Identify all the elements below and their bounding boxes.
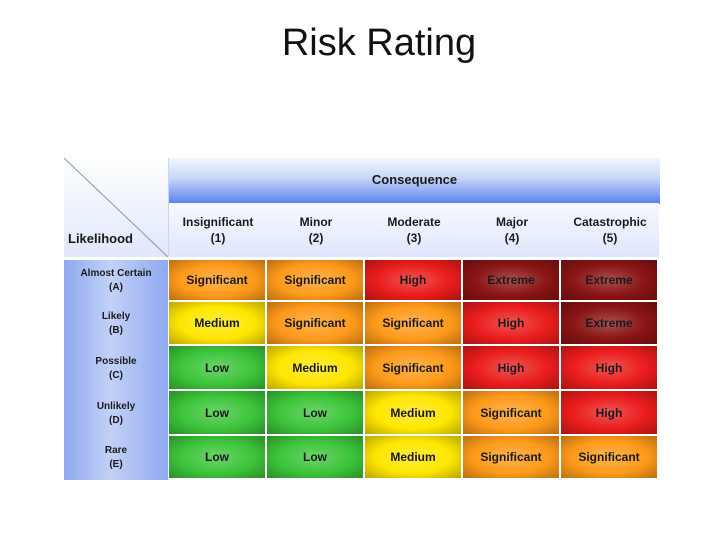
column-header-4: Major (4) (463, 203, 561, 257)
column-header-2: Minor (2) (267, 203, 365, 257)
risk-cell: Extreme (561, 260, 659, 302)
risk-cell: Low (267, 436, 365, 480)
column-name: Insignificant (182, 215, 254, 229)
risk-cell: Significant (267, 260, 365, 302)
row-code: (D) (109, 414, 123, 426)
risk-cell: Extreme (561, 302, 659, 346)
column-code: (1) (210, 231, 226, 245)
row-header-e: Rare (E) (64, 436, 168, 481)
column-name: Major (495, 215, 528, 229)
risk-cell: Significant (365, 302, 463, 346)
risk-cell: Significant (365, 346, 463, 391)
corner-diagonal (64, 158, 168, 257)
likelihood-label: Likelihood (68, 231, 133, 246)
page-title: Risk Rating (281, 22, 477, 64)
risk-cell: Significant (463, 391, 561, 436)
column-name: Catastrophic (573, 215, 647, 229)
row-name: Almost Certain (80, 268, 152, 279)
column-name: Minor (299, 215, 333, 229)
consequence-label: Consequence (371, 172, 458, 187)
column-code: (5) (602, 231, 618, 245)
column-name: Moderate (387, 215, 441, 229)
risk-cell: Medium (365, 436, 463, 480)
risk-cell: Significant (463, 436, 561, 480)
risk-cell: Low (267, 391, 365, 436)
risk-cell: Significant (561, 436, 659, 480)
column-code: (3) (406, 231, 422, 245)
row-code: (C) (109, 369, 123, 381)
risk-cell: Low (169, 391, 267, 436)
column-code: (2) (308, 231, 324, 245)
row-code: (E) (109, 459, 123, 470)
risk-matrix: Likelihood Consequence Insignificant (1) M… (64, 158, 660, 481)
row-header-b: Likely (B) (64, 302, 168, 347)
risk-cell: High (463, 346, 561, 391)
row-name: Likely (101, 311, 131, 322)
risk-cell: Significant (169, 260, 267, 302)
row-code: (A) (109, 282, 123, 293)
row-code: (B) (109, 325, 123, 336)
risk-cell: Medium (169, 302, 267, 346)
row-name: Rare (104, 445, 128, 456)
risk-cell: Medium (267, 346, 365, 391)
column-code: (4) (504, 231, 520, 245)
consequence-header: Consequence (169, 158, 660, 204)
risk-cell: Low (169, 436, 267, 480)
row-name: Possible (95, 355, 137, 367)
risk-cell: Low (169, 346, 267, 391)
risk-cell: High (561, 346, 659, 391)
column-header-3: Moderate (3) (365, 203, 463, 257)
matrix-corner: Likelihood (64, 158, 169, 257)
risk-cell: Extreme (463, 260, 561, 302)
risk-cell: Significant (267, 302, 365, 346)
risk-cell: High (561, 391, 659, 436)
row-header-d: Unlikely (D) (64, 391, 168, 437)
risk-cell: Medium (365, 391, 463, 436)
row-name: Unlikely (96, 400, 136, 412)
risk-cell: High (365, 260, 463, 302)
column-header-5: Catastrophic (5) (561, 203, 659, 257)
risk-cell: High (463, 302, 561, 346)
header-separator (64, 257, 660, 260)
row-header-c: Possible (C) (64, 346, 168, 392)
column-header-1: Insignificant (1) (169, 203, 267, 257)
row-header-a: Almost Certain (A) (64, 260, 168, 303)
